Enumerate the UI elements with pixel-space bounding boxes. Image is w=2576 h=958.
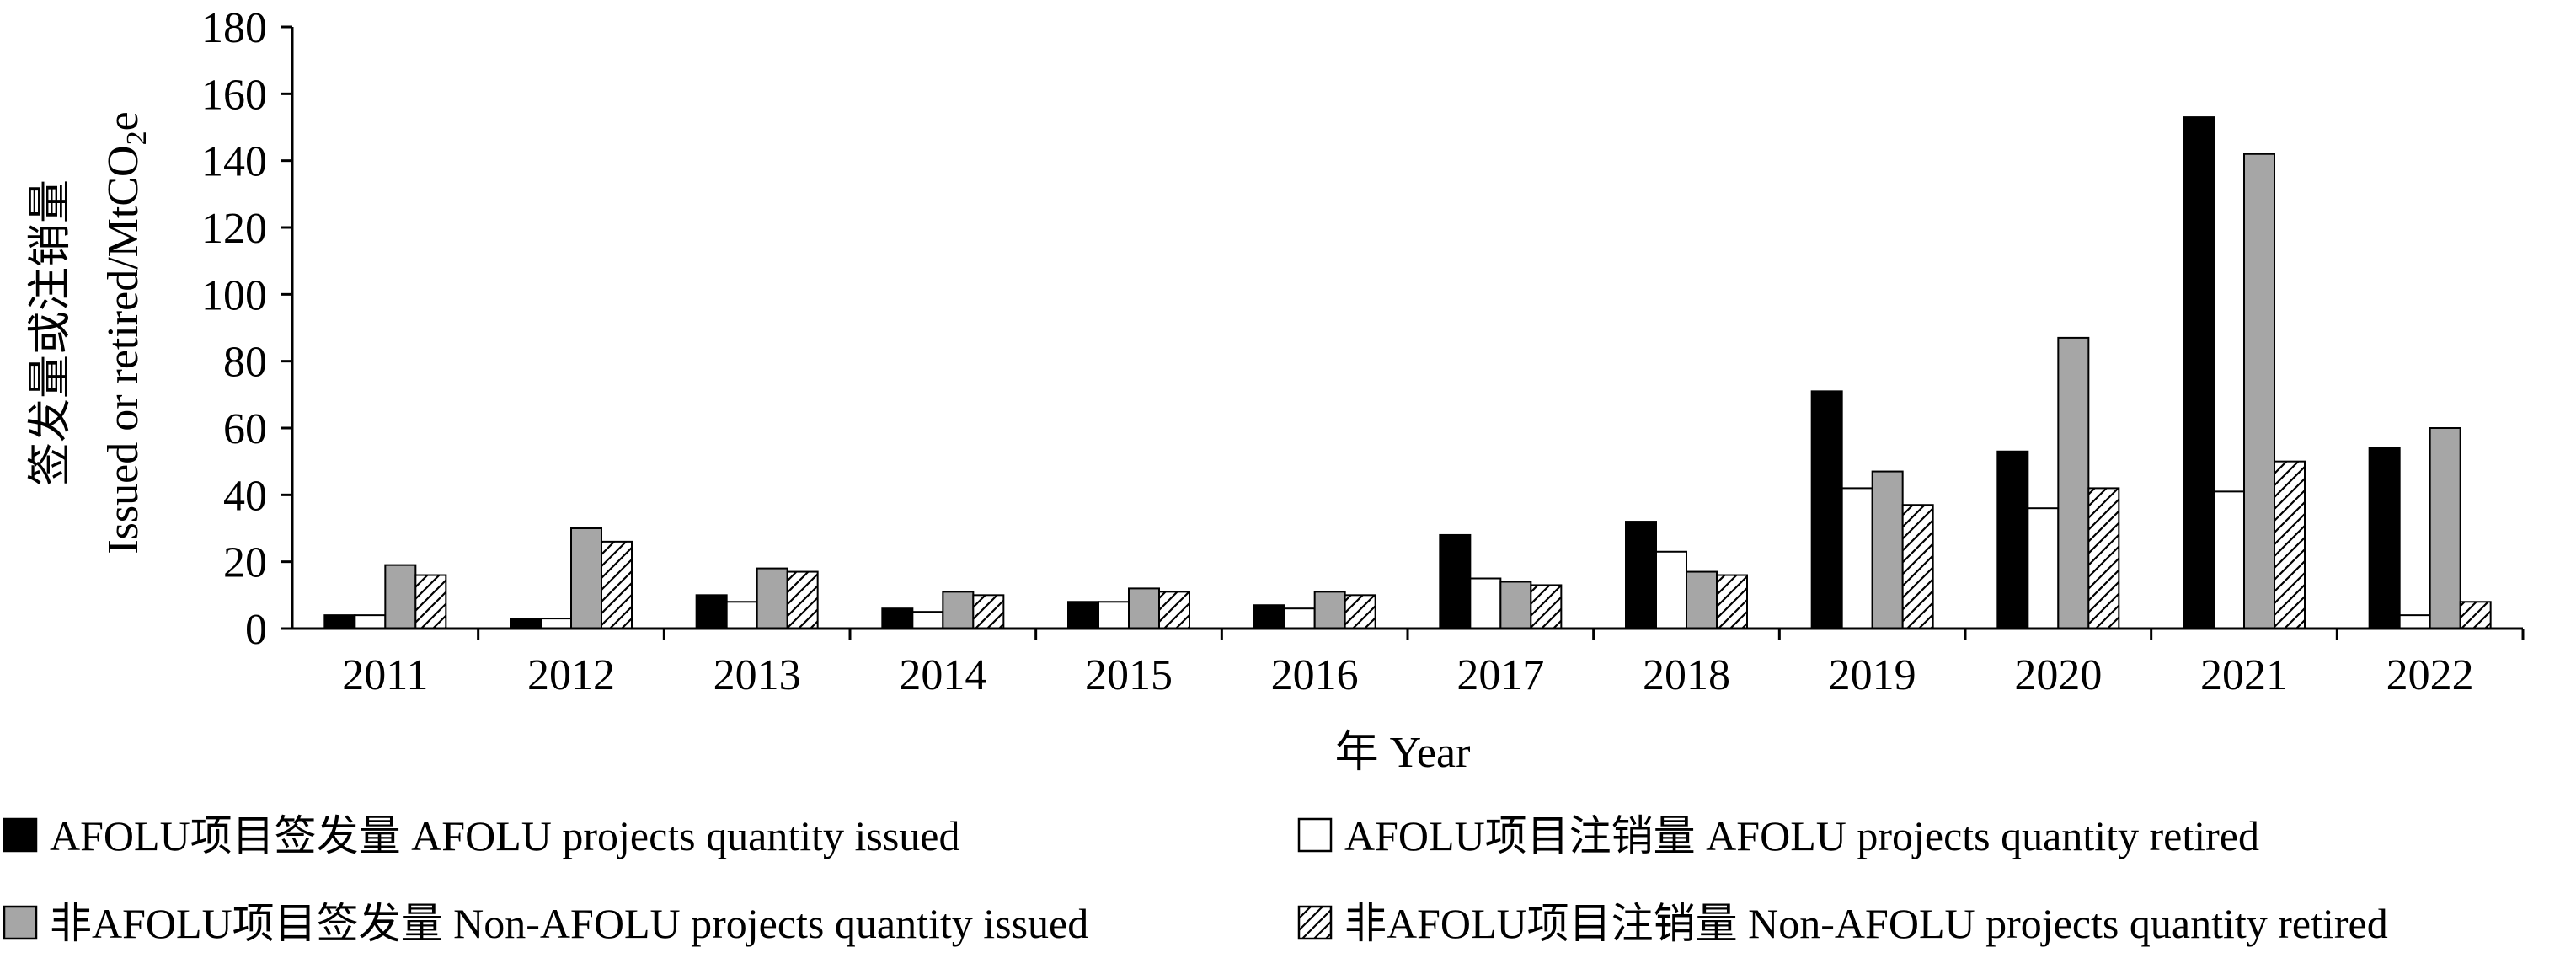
y-axis-title-line2-suffix: e (99, 111, 147, 131)
bar-series-4-2011 (414, 574, 447, 629)
x-tick-label: 2017 (1456, 651, 1544, 699)
bar-series-4-2012 (601, 540, 633, 629)
bar-series-1-2017 (1439, 533, 1472, 630)
bar-series-4-2014 (972, 594, 1005, 629)
y-tick-label: 180 (201, 4, 267, 52)
bar-series-1-2022 (2368, 447, 2401, 629)
bar-series-1-2014 (881, 607, 914, 630)
legend-label-4: 非AFOLU项目注销量 Non-AFOLU projects quantity … (1344, 900, 2388, 947)
y-tick-label: 160 (201, 71, 267, 119)
legend-label-1: AFOLU项目签发量 AFOLU projects quantity issue… (50, 812, 960, 859)
y-tick-label: 20 (223, 539, 267, 587)
y-tick-label: 0 (245, 606, 267, 654)
x-tick-label: 2021 (2200, 651, 2288, 699)
legend-label-3: 非AFOLU项目签发量 Non-AFOLU projects quantity … (50, 900, 1088, 947)
bar-series-3-2019 (1871, 470, 1904, 629)
bar-series-3-2015 (1128, 587, 1160, 630)
bar-series-4-2019 (1901, 504, 1934, 629)
x-tick-label: 2011 (342, 651, 428, 699)
bar-series-3-2012 (570, 527, 602, 629)
y-tick-label: 40 (223, 472, 267, 520)
y-tick-label: 140 (201, 138, 267, 186)
x-tick-label: 2013 (713, 651, 801, 699)
bar-series-2-2020 (2027, 507, 2060, 630)
x-tick-label: 2016 (1271, 651, 1359, 699)
x-tick-label: 2019 (1829, 651, 1916, 699)
x-tick-label: 2020 (2014, 651, 2102, 699)
y-axis-title-line2: Issued or retired/MtCO2e (99, 111, 152, 554)
bar-series-1-2015 (1067, 601, 1099, 629)
bar-series-3-2013 (756, 567, 788, 629)
legend-swatch-2 (1297, 817, 1333, 853)
x-tick-label: 2012 (527, 651, 615, 699)
bar-series-2-2017 (1469, 577, 1502, 629)
legend-label-2: AFOLU项目注销量 AFOLU projects quantity retir… (1344, 812, 2259, 859)
bar-series-2-2016 (1283, 607, 1316, 630)
bar-series-4-2016 (1344, 594, 1376, 629)
bar-series-4-2018 (1716, 574, 1748, 629)
bar-series-1-2011 (323, 614, 356, 630)
bar-series-3-2020 (2057, 336, 2090, 629)
bar-series-4-2015 (1158, 591, 1190, 629)
y-tick-label: 80 (223, 339, 267, 387)
bar-series-2-2011 (354, 614, 387, 630)
bar-series-3-2011 (384, 564, 417, 630)
bar-series-2-2012 (540, 618, 572, 629)
x-tick-label: 2022 (2386, 651, 2474, 699)
bar-series-3-2016 (1313, 591, 1346, 629)
bar-series-4-2020 (2087, 487, 2120, 630)
bar-series-2-2022 (2398, 614, 2431, 630)
bar-series-1-2020 (1996, 450, 2029, 629)
bar-series-2-2014 (911, 611, 944, 630)
y-tick-label: 120 (201, 205, 267, 253)
x-tick-label: 2015 (1085, 651, 1173, 699)
bar-series-3-2021 (2243, 153, 2275, 629)
x-axis-title: 年 Year (1335, 729, 1471, 777)
bar-series-3-2014 (942, 591, 975, 629)
y-tick-label: 60 (223, 405, 267, 453)
y-axis-title-subscript: 2 (121, 131, 152, 145)
bar-series-1-2013 (695, 594, 728, 629)
x-tick-label: 2014 (899, 651, 986, 699)
bar-series-1-2016 (1253, 604, 1285, 630)
x-tick-label: 2018 (1643, 651, 1730, 699)
y-tick-label: 100 (201, 271, 267, 319)
bar-series-1-2019 (1810, 390, 1843, 629)
legend-swatch-4 (1297, 905, 1333, 940)
bar-series-1-2018 (1625, 521, 1657, 629)
legend-swatch-1 (3, 817, 38, 853)
bar-series-1-2021 (2183, 116, 2215, 630)
legend-swatch-3 (3, 905, 38, 940)
bar-series-4-2013 (786, 570, 819, 629)
bar-series-2-2019 (1841, 487, 1873, 630)
bar-series-3-2017 (1499, 581, 1532, 630)
bar-series-2-2015 (1098, 601, 1130, 629)
bar-series-4-2021 (2274, 460, 2306, 630)
bar-series-2-2021 (2213, 490, 2245, 629)
bar-series-2-2018 (1655, 550, 1687, 629)
bar-series-3-2022 (2429, 427, 2461, 629)
bar-series-3-2018 (1686, 570, 1718, 629)
y-axis-title-line1: 签发量或注销量 (27, 179, 75, 486)
bar-series-2-2013 (725, 601, 758, 629)
bar-series-1-2012 (510, 618, 542, 629)
bar-series-4-2017 (1530, 584, 1563, 630)
bar-series-4-2022 (2459, 601, 2492, 629)
y-axis-title-line2-prefix: Issued or retired/MtCO (99, 145, 147, 554)
